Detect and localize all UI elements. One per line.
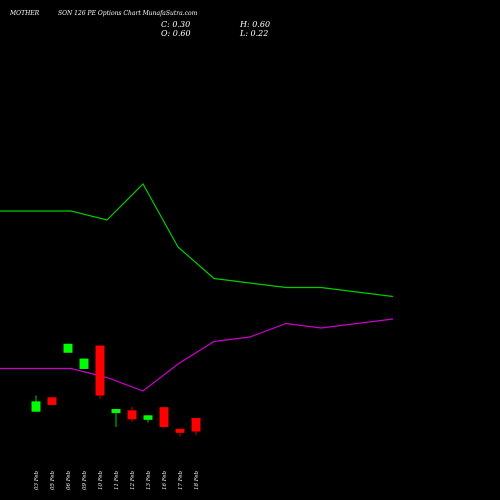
close-value: C: 0.30: [161, 20, 191, 29]
x-tick-label: 06 Feb: [66, 470, 72, 490]
x-tick-label: 12 Feb: [130, 470, 136, 490]
candle-body: [95, 345, 105, 396]
low-value: L: 0.22: [240, 29, 269, 38]
candle-body: [63, 343, 73, 353]
indicator-line-1: [0, 318, 394, 392]
candle-body: [79, 358, 89, 369]
candle-body: [159, 407, 169, 427]
candle-body: [31, 401, 41, 412]
chart-title-right: SON 126 PE Options Chart MunafaSutra.com: [58, 10, 198, 17]
chart-title-left: MOTHER: [10, 10, 40, 17]
x-tick-label: 03 Feb: [34, 470, 40, 490]
candle-body: [175, 428, 185, 433]
x-tick-label: 05 Feb: [50, 470, 56, 490]
x-tick-label: 11 Feb: [114, 470, 120, 490]
open-value: O: 0.60: [161, 29, 191, 38]
candle-body: [111, 409, 121, 414]
candle-body: [191, 418, 201, 432]
x-tick-label: 10 Feb: [98, 470, 104, 490]
candle-body: [47, 397, 57, 405]
x-tick-label: 16 Feb: [162, 470, 168, 490]
candle-body: [127, 410, 137, 420]
indicator-line-0: [0, 183, 394, 298]
candle-body: [143, 415, 153, 420]
x-tick-label: 09 Feb: [82, 470, 88, 490]
x-tick-label: 17 Feb: [178, 470, 184, 490]
high-value: H: 0.60: [240, 20, 271, 29]
x-tick-label: 13 Feb: [146, 470, 152, 490]
x-tick-label: 18 Feb: [194, 470, 200, 490]
